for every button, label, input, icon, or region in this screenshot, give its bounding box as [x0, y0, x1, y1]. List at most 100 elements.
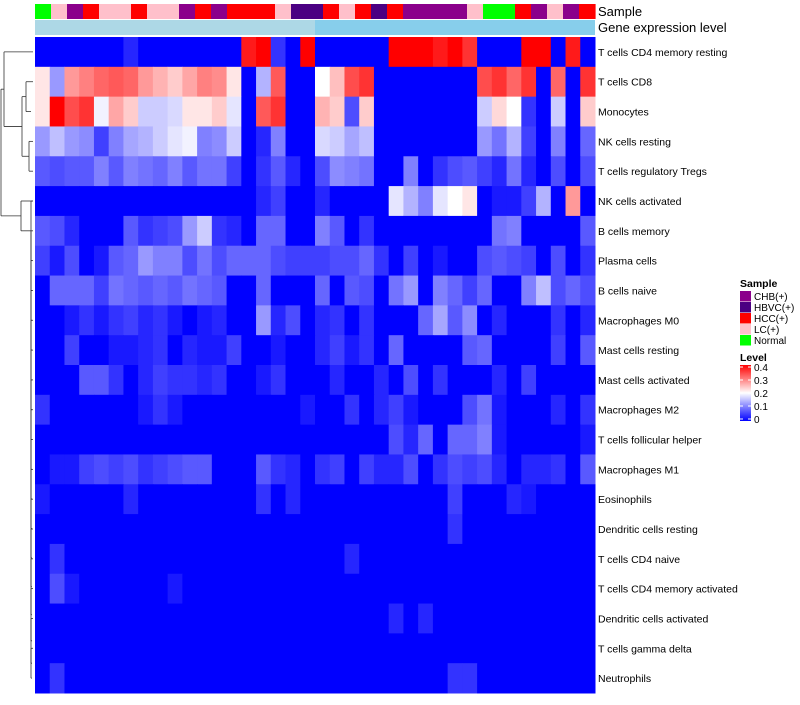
heatmap-cell — [167, 335, 183, 366]
heatmap-cell — [93, 514, 110, 545]
heatmap-cell — [418, 245, 434, 277]
heatmap-cell — [432, 543, 449, 575]
sample-legend-swatch — [740, 313, 751, 324]
level-legend-title: Level — [740, 352, 767, 364]
heatmap-cell — [506, 633, 522, 664]
heatmap-cell — [152, 335, 169, 366]
heatmap-cell — [403, 37, 419, 68]
heatmap-cell — [167, 96, 183, 127]
heatmap-cell — [550, 633, 567, 664]
heatmap-cell — [447, 663, 463, 694]
heatmap-cell — [329, 305, 345, 336]
heatmap-cell — [418, 394, 434, 426]
heatmap-cell — [536, 424, 552, 455]
heatmap-cell — [447, 66, 463, 98]
heatmap-cell — [49, 484, 65, 515]
heatmap-cell — [138, 454, 154, 485]
heatmap-cell — [491, 663, 508, 694]
heatmap-cell — [270, 394, 287, 426]
heatmap-cell — [580, 126, 596, 157]
heatmap-cell — [344, 365, 360, 396]
heatmap-cell — [565, 394, 581, 426]
heatmap-cell — [432, 126, 449, 157]
heatmap-cell — [108, 573, 124, 605]
heatmap-cell — [315, 365, 331, 396]
heatmap-cell — [270, 514, 287, 545]
heatmap-cell — [35, 96, 51, 127]
sample-annotation-cell — [115, 4, 132, 19]
heatmap-cell — [285, 365, 301, 396]
heatmap-cell — [241, 305, 257, 336]
heatmap-cell — [550, 215, 567, 247]
heatmap-cell — [152, 275, 169, 306]
heatmap-cell — [536, 156, 552, 187]
heatmap-cell — [256, 96, 272, 127]
heatmap-cell — [491, 514, 508, 545]
expression-annotation-high — [315, 20, 595, 35]
heatmap-cell — [521, 484, 537, 515]
heatmap-cell — [432, 484, 449, 515]
heatmap-cell — [285, 424, 301, 455]
heatmap-cell — [418, 365, 434, 396]
heatmap-cell — [388, 245, 404, 277]
heatmap-cell — [491, 156, 508, 187]
sample-annotation-cell — [387, 4, 404, 19]
heatmap-cell — [491, 633, 508, 664]
heatmap-cell — [270, 365, 287, 396]
heatmap-cell — [285, 663, 301, 694]
heatmap-cell — [241, 186, 257, 217]
heatmap-cell — [167, 663, 183, 694]
heatmap-cell — [300, 186, 316, 217]
heatmap-cell — [329, 275, 345, 306]
heatmap-cell — [300, 156, 316, 187]
heatmap-cell — [35, 484, 51, 515]
heatmap-cell — [359, 96, 375, 127]
row-label: Macrophages M2 — [598, 405, 679, 417]
sample-legend-label: HCC(+) — [754, 314, 788, 325]
heatmap-cell — [315, 633, 331, 664]
heatmap-cell — [49, 514, 65, 545]
heatmap-cell — [536, 275, 552, 306]
heatmap-cell — [93, 424, 110, 455]
heatmap-cell — [477, 484, 493, 515]
heatmap-cell — [359, 543, 375, 575]
heatmap-cell — [418, 603, 434, 634]
heatmap-cell — [344, 633, 360, 664]
heatmap-cell — [344, 335, 360, 366]
heatmap-cell — [256, 663, 272, 694]
heatmap-cell — [388, 484, 404, 515]
heatmap-cell — [477, 514, 493, 545]
heatmap-cell — [477, 573, 493, 605]
heatmap-cell — [329, 215, 345, 247]
heatmap-cell — [35, 603, 51, 634]
sample-annotation-cell — [211, 4, 228, 19]
heatmap-cell — [79, 633, 95, 664]
heatmap-cell — [315, 335, 331, 366]
heatmap-cell — [359, 514, 375, 545]
sample-legend-title: Sample — [740, 278, 778, 290]
heatmap-cell — [359, 156, 375, 187]
heatmap-cell — [521, 633, 537, 664]
heatmap-cell — [373, 96, 390, 127]
heatmap-cell — [462, 543, 478, 575]
row-label: T cells CD8 — [598, 77, 652, 89]
heatmap-cell — [565, 573, 581, 605]
heatmap-cell — [79, 484, 95, 515]
heatmap-cell — [329, 245, 345, 277]
heatmap-cell — [108, 96, 124, 127]
heatmap-cell — [197, 37, 213, 68]
heatmap-cell — [447, 603, 463, 634]
row-label: Neutrophils — [598, 673, 651, 685]
sample-annotation-cell — [419, 4, 436, 19]
heatmap-cell — [373, 335, 390, 366]
heatmap-cell — [197, 186, 213, 217]
heatmap-cell — [270, 603, 287, 634]
heatmap-cell — [138, 484, 154, 515]
heatmap-cell — [447, 454, 463, 485]
sample-legend-label: CHB(+) — [754, 292, 788, 303]
heatmap-cell — [197, 96, 213, 127]
heatmap-cell — [226, 514, 242, 545]
heatmap-cell — [536, 663, 552, 694]
heatmap-cell — [197, 156, 213, 187]
heatmap-cell — [123, 96, 139, 127]
